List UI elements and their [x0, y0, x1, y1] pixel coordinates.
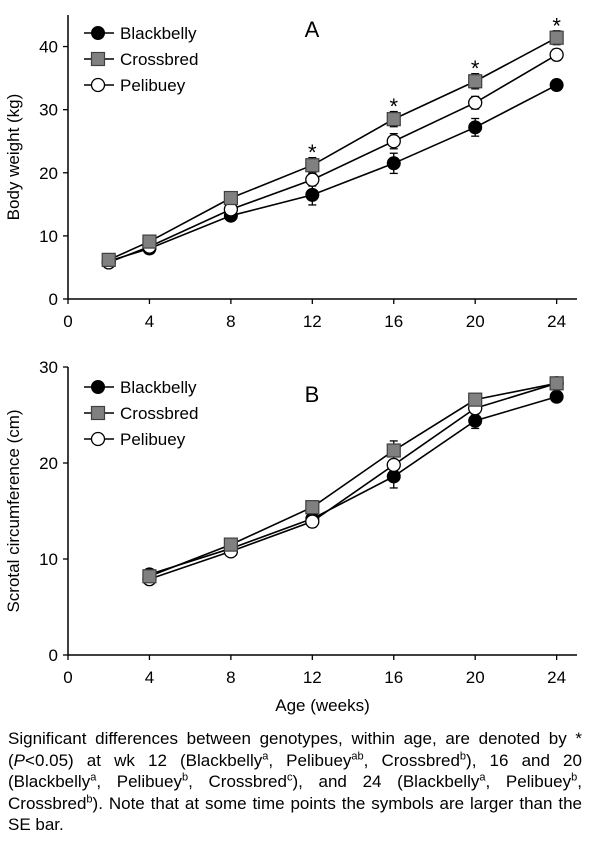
crossbred-marker	[142, 569, 157, 584]
crossbred-marker	[468, 392, 483, 407]
caption-text: Significant differences between genotype…	[8, 729, 582, 770]
significance-asterisk: *	[308, 140, 317, 165]
pelibuey-marker	[549, 47, 564, 62]
caption-superscript: b	[181, 771, 189, 784]
caption-superscript: b	[459, 749, 467, 762]
caption-superscript: c	[286, 771, 293, 784]
blackbelly-marker	[91, 26, 105, 40]
y-tick-label: 20	[39, 164, 58, 183]
x-tick-label: 4	[145, 312, 154, 331]
caption-superscript: ab	[351, 749, 364, 762]
crossbred-marker	[549, 376, 564, 391]
caption-text: , Pelibuey	[485, 772, 572, 791]
figure-caption: Significant differences between genotype…	[8, 728, 582, 836]
caption-text: ), and 24 (Blackbelly	[292, 772, 480, 791]
x-tick-label: 0	[63, 312, 72, 331]
x-tick-label: 24	[547, 668, 566, 687]
pelibuey-marker	[90, 431, 106, 447]
significance-asterisk: *	[552, 13, 561, 38]
legend-label: Crossbred	[120, 50, 198, 69]
legend-label: Blackbelly	[120, 24, 197, 43]
crossbred-marker	[386, 112, 401, 127]
crossbred-marker	[90, 51, 106, 67]
blackbelly-marker	[305, 187, 320, 202]
x-tick-label: 12	[303, 668, 322, 687]
caption-text: ), 16 and 20 (Blackbelly	[8, 750, 582, 792]
y-axis-label: Scrotal circumference (cm)	[4, 409, 23, 612]
y-tick-label: 40	[39, 38, 58, 57]
caption-superscript: b	[571, 771, 578, 784]
x-tick-label: 20	[466, 312, 485, 331]
x-tick-label: 16	[384, 668, 403, 687]
caption-superscript: a	[262, 749, 269, 762]
caption-text: , Pelibuey	[268, 750, 352, 770]
pelibuey-marker	[468, 95, 483, 110]
crossbred-marker	[468, 74, 483, 89]
series-line	[108, 37, 558, 261]
caption-p-italic: P	[13, 750, 26, 770]
legend-label: Blackbelly	[120, 378, 197, 397]
blackbelly-marker	[549, 389, 564, 404]
y-tick-label: 20	[39, 454, 58, 473]
y-axis-label: Body weight (kg)	[4, 94, 23, 221]
pelibuey-marker	[305, 514, 320, 529]
x-axis-label: Age (weeks)	[275, 696, 369, 715]
legend-label: Pelibuey	[120, 430, 186, 449]
caption-superscript: a	[479, 771, 486, 784]
caption-text: ). Note that at some time points the sym…	[8, 793, 582, 835]
x-tick-label: 24	[547, 312, 566, 331]
crossbred-marker	[223, 190, 238, 206]
caption-text: <0.05) at wk 12 (Blackbelly	[25, 750, 263, 770]
legend-label: Crossbred	[120, 404, 198, 423]
caption-text: , Pelibuey	[96, 772, 182, 791]
series-line	[149, 382, 557, 578]
blackbelly-marker	[91, 380, 105, 394]
x-tick-label: 20	[466, 668, 485, 687]
crossbred-marker	[549, 30, 564, 45]
pelibuey-marker	[90, 77, 106, 93]
series-line	[149, 382, 557, 580]
blackbelly-marker	[386, 156, 401, 171]
blackbelly-marker	[468, 413, 483, 428]
panel-a-body-weight: 0 10 20 30 40 0 4 8 12 16 20 24 Body weight (kg) A * * *…	[4, 13, 577, 331]
blackbelly-marker	[468, 120, 483, 135]
x-tick-label: 8	[226, 668, 235, 687]
panel-label: A	[305, 17, 320, 42]
y-tick-label: 30	[39, 101, 58, 120]
significance-asterisk: *	[471, 56, 480, 81]
crossbred-marker	[142, 234, 157, 249]
x-tick-label: 12	[303, 312, 322, 331]
x-tick-label: 4	[145, 668, 154, 687]
pelibuey-marker	[386, 134, 401, 149]
pelibuey-marker	[305, 172, 320, 187]
y-tick-label: 10	[39, 550, 58, 569]
y-tick-label: 0	[49, 290, 58, 309]
crossbred-marker	[305, 500, 320, 515]
y-tick-label: 30	[39, 358, 58, 377]
y-tick-label: 10	[39, 227, 58, 246]
crossbred-marker	[90, 405, 106, 421]
panel-label: B	[305, 382, 320, 407]
legend-label: Pelibuey	[120, 76, 186, 95]
caption-text: , Crossbred	[8, 772, 582, 813]
x-tick-label: 8	[226, 312, 235, 331]
x-tick-label: 0	[63, 668, 72, 687]
blackbelly-marker	[549, 78, 564, 93]
crossbred-marker	[101, 252, 116, 267]
crossbred-marker	[305, 158, 320, 173]
crossbred-marker	[223, 537, 238, 552]
caption-superscript: b	[86, 792, 93, 805]
caption-superscript: a	[90, 771, 97, 784]
x-tick-label: 16	[384, 312, 403, 331]
significance-asterisk: *	[389, 94, 398, 119]
panel-b-scrotal-circumference: 0 10 20 30 0 4 8 12 16 20 24 Scrotal circumference …	[4, 358, 577, 715]
pelibuey-marker	[386, 457, 401, 473]
crossbred-marker	[386, 443, 401, 458]
series-line	[149, 395, 557, 576]
y-tick-label: 0	[49, 646, 58, 665]
caption-text: , Crossbred	[363, 750, 460, 770]
caption-text: , Crossbred	[188, 772, 287, 791]
